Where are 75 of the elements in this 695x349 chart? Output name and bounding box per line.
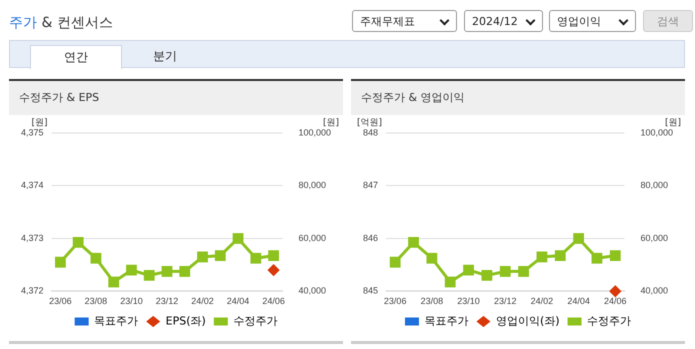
point [108, 276, 120, 288]
point [573, 233, 584, 244]
x-tick-label: 23/10 [457, 296, 480, 306]
point [55, 256, 66, 268]
point [518, 266, 529, 277]
y2-tick-label: 80,000 [640, 180, 668, 190]
point [554, 250, 566, 261]
y2-axis-title: [원] [664, 118, 681, 128]
text: 주가 & 컨센서스 [9, 15, 113, 31]
point [90, 252, 102, 264]
x-tick-label: 23/08 [84, 296, 108, 306]
y-tick-label: 4,373 [20, 232, 44, 243]
point [179, 266, 190, 277]
legend-label: EPS(좌) [166, 314, 206, 328]
text: 연간 [30, 45, 122, 69]
chart-title: 수정주가 & EPS [9, 79, 343, 115]
legend-label: 목표주가 [424, 314, 468, 328]
legend-label: 목표주가 [94, 314, 138, 328]
y2-tick-label: 100,000 [298, 127, 332, 138]
point [126, 264, 137, 276]
point [426, 252, 438, 264]
point [144, 270, 155, 281]
point [72, 237, 84, 248]
y2-tick-label: 60,000 [640, 232, 668, 243]
x-tick-label: 24/04 [226, 296, 250, 306]
x-tick-label: 23/12 [494, 296, 517, 306]
text: 주재무제표 [360, 15, 415, 28]
x-tick-label: 24/02 [191, 296, 214, 306]
legend-label: 영업이익(좌) [496, 314, 560, 328]
y-tick-label: 846 [362, 232, 378, 243]
text: 분기 [152, 48, 178, 65]
legend-label: 수정주가 [233, 314, 278, 328]
y-axis-title: [원] [31, 118, 48, 128]
x-tick-label: 23/06 [384, 296, 406, 306]
x-tick-label: 23/12 [156, 296, 178, 306]
y2-axis-title: [원] [322, 118, 339, 128]
point [500, 266, 511, 277]
y-tick-label: 4,374 [20, 180, 44, 190]
y2-tick-label: 60,000 [298, 232, 326, 243]
x-tick-label: 24/06 [262, 296, 285, 306]
y2-tick-label: 80,000 [298, 180, 326, 190]
x-tick-label: 23/08 [420, 296, 444, 306]
point [197, 252, 208, 262]
point [610, 250, 621, 261]
y-tick-label: 4,375 [20, 127, 44, 138]
chart-title: 수정주가 & 영업이익 [351, 79, 685, 115]
x-tick-label: 23/06 [49, 296, 72, 306]
point [408, 237, 419, 248]
point [463, 264, 474, 276]
point [250, 252, 262, 264]
point [390, 256, 401, 268]
point [162, 266, 172, 277]
point [268, 250, 279, 261]
point [232, 233, 244, 244]
y-tick-label: 848 [362, 127, 378, 138]
text: 2024/12 [472, 15, 518, 28]
text: 영업이익 [557, 15, 601, 28]
y-tick-label: 845 [362, 286, 378, 296]
x-tick-label: 24/04 [567, 296, 590, 306]
point [536, 252, 548, 262]
x-tick-label: 24/02 [530, 296, 554, 306]
y2-tick-label: 100,000 [640, 127, 674, 138]
y-tick-label: 4,372 [20, 286, 44, 296]
point [214, 250, 226, 261]
y-tick-label: 847 [362, 180, 378, 190]
legend-label: 수정주가 [587, 314, 632, 328]
text: 검색 [643, 10, 693, 32]
x-tick-label: 24/06 [604, 296, 627, 306]
y-axis-title: [억원] [356, 118, 382, 128]
point [592, 252, 602, 264]
point [482, 270, 492, 281]
point [444, 276, 456, 288]
x-tick-label: 23/10 [120, 296, 143, 306]
y2-tick-label: 40,000 [640, 286, 668, 296]
y2-tick-label: 40,000 [298, 286, 326, 296]
